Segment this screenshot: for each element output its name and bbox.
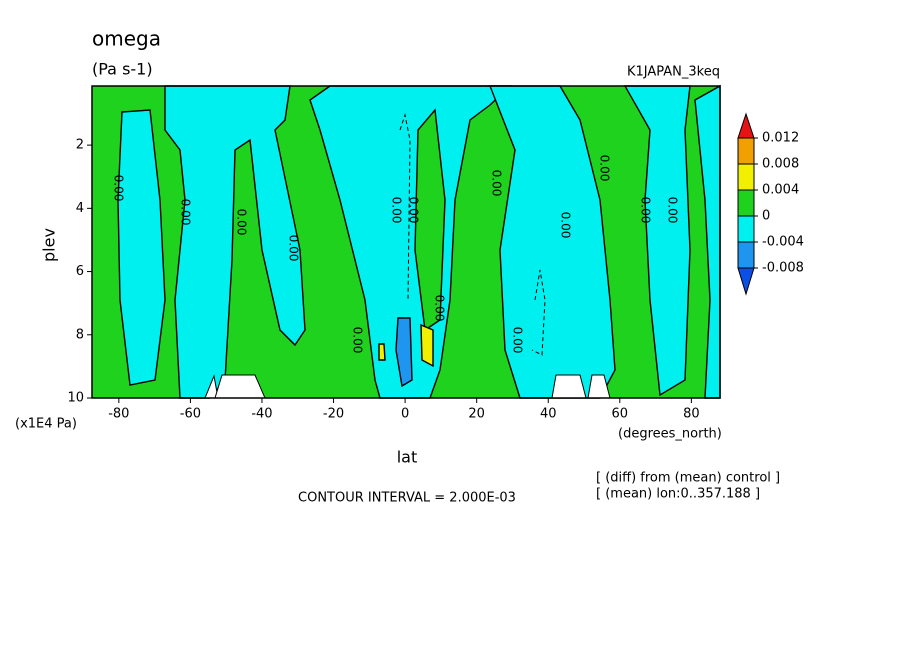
note: [ (diff) from (mean) control ] xyxy=(596,471,780,486)
colorbar-segment xyxy=(737,189,755,217)
contour-label: 0.00 xyxy=(598,155,612,182)
contour-label: 0.00 xyxy=(235,209,249,236)
contour-label: 0.00 xyxy=(433,295,447,322)
colorbar-label: 0.008 xyxy=(762,157,799,172)
y-tick-label: 10 xyxy=(67,391,84,406)
contour-line xyxy=(399,113,411,301)
contour-label: 0.00 xyxy=(666,197,680,224)
x-axis-label: lat xyxy=(397,448,418,467)
y-unit-label: (x1E4 Pa) xyxy=(15,417,77,432)
contour-label: 0.00 xyxy=(490,170,504,197)
negative-region xyxy=(623,85,691,397)
x-tick-label: 0 xyxy=(401,407,409,422)
colorbar-segment xyxy=(737,241,755,269)
colorbar-label: 0 xyxy=(762,209,770,224)
missing-region xyxy=(551,374,587,399)
colorbar-label: 0.012 xyxy=(762,131,799,146)
contour-label: 0.00 xyxy=(407,197,421,224)
contour-label: 0.00 xyxy=(639,197,653,224)
x-tick-label: 80 xyxy=(683,407,700,422)
colorbar-label: -0.008 xyxy=(762,261,804,276)
chart-title: omega xyxy=(92,27,161,51)
x-tick-label: 60 xyxy=(612,407,629,422)
chart-subtitle: (Pa s-1) xyxy=(92,60,153,79)
x-unit-label: (degrees_north) xyxy=(618,427,722,442)
plot-frame xyxy=(91,85,721,399)
contour-label: 0.00 xyxy=(179,199,193,226)
positive-region xyxy=(414,108,446,332)
x-tick-label: 20 xyxy=(468,407,485,422)
contour-label: 0.00 xyxy=(559,212,573,239)
y-tick-label: 4 xyxy=(76,201,84,216)
negative-region xyxy=(117,109,166,386)
contour-interval: CONTOUR INTERVAL = 2.000E-03 xyxy=(298,491,516,506)
x-tick-label: 40 xyxy=(540,407,557,422)
x-tick-label: -80 xyxy=(108,407,129,422)
colorbar-segment xyxy=(737,215,755,243)
x-tick-label: -60 xyxy=(180,407,201,422)
contour-line xyxy=(531,269,546,356)
x-tick-label: -20 xyxy=(323,407,344,422)
y-axis-label: plev xyxy=(40,228,59,262)
x-tick-label: -40 xyxy=(251,407,272,422)
contour-label: 0.00 xyxy=(511,327,525,354)
colorbar-label: -0.004 xyxy=(762,235,804,250)
contour-label: 0.00 xyxy=(390,197,404,224)
contour-label: 0.00 xyxy=(351,327,365,354)
colorbar-segment xyxy=(737,137,755,165)
negative-region xyxy=(164,85,306,399)
y-tick-label: 2 xyxy=(76,138,84,153)
contour-label: 0.00 xyxy=(112,175,126,202)
colorbar-segment xyxy=(737,267,755,296)
note: [ (mean) lon:0..357.188 ] xyxy=(596,487,760,502)
y-tick-label: 8 xyxy=(76,327,84,342)
negative-region xyxy=(488,85,616,399)
positive-region xyxy=(378,343,386,361)
negative-region xyxy=(395,317,413,388)
y-tick-label: 6 xyxy=(76,264,84,279)
positive-region xyxy=(420,323,434,368)
contour-label: 0.00 xyxy=(287,235,301,262)
colorbar-segment xyxy=(737,112,755,139)
colorbar-label: 0.004 xyxy=(762,183,799,198)
dataset-label: K1JAPAN_3keq xyxy=(627,65,720,80)
colorbar-segment xyxy=(737,163,755,191)
